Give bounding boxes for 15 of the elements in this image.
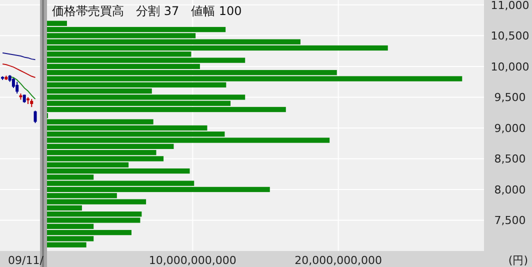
y-tick-label: 11,000 (490, 0, 530, 12)
candlestick (34, 110, 37, 124)
y-tick-label: 9,000 (494, 122, 526, 135)
y-axis-title: (円) (508, 254, 528, 267)
y-tick-label: 10,500 (490, 30, 530, 43)
y-tick-label: 10,000 (490, 60, 530, 74)
chart-title: 価格帯売買高 分割 37 値幅 100 (52, 4, 242, 18)
y-tick-label: 8,000 (494, 183, 526, 196)
y-tick-label: 8,500 (494, 152, 526, 166)
x-tick-label: 10,000,000,000 (148, 254, 236, 267)
x-tick-label: 20,000,000,000 (294, 254, 382, 267)
text: 09/11/ (8, 254, 44, 267)
y-tick-label: 9,500 (494, 91, 526, 104)
y-tick-label: 7,500 (494, 214, 526, 228)
candlestick (16, 81, 19, 94)
